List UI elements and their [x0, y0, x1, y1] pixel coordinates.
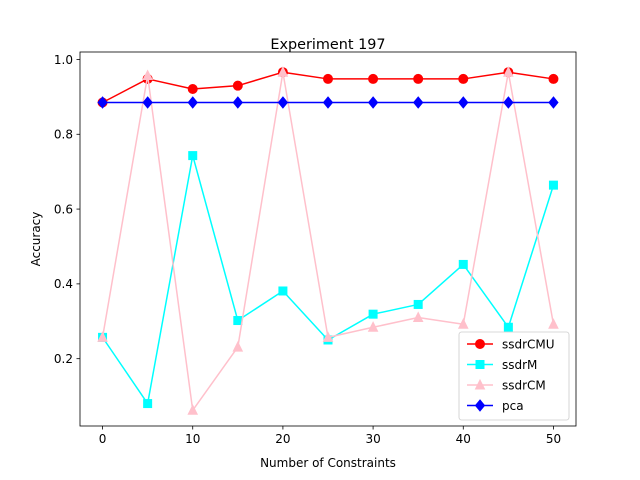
data-point-ssdrCM: [97, 331, 108, 342]
legend-item-ssdrM: ssdrM: [467, 358, 537, 372]
data-point-pca: [503, 96, 514, 109]
series-ssdrCM: [97, 66, 559, 415]
data-point-ssdrM: [548, 180, 558, 190]
data-point-ssdrCMU: [548, 73, 559, 84]
chart-title: Experiment 197: [270, 37, 385, 53]
x-tick-label: 50: [546, 432, 561, 446]
legend: ssdrCMU ssdrM ssdrCM pca: [458, 331, 570, 421]
y-axis-label: Accuracy: [29, 212, 43, 267]
y-tick-label: 0.8: [54, 128, 73, 142]
legend-marker: [475, 339, 485, 349]
data-point-ssdrCM: [142, 69, 153, 81]
data-point-pca: [367, 96, 379, 109]
data-point-ssdrCMU: [323, 73, 333, 84]
data-point-ssdrCMU: [368, 73, 379, 84]
data-point-ssdrCM: [232, 340, 244, 352]
data-point-ssdrM: [233, 316, 243, 326]
axes-frame: [79, 51, 577, 427]
x-tick-label: 0: [99, 432, 107, 446]
y-tick-label: 0.6: [54, 202, 73, 216]
legend-marker: [474, 378, 486, 390]
data-point-ssdrCMU: [232, 80, 243, 91]
data-point-pca: [322, 96, 334, 109]
x-tick-label: 10: [185, 432, 200, 446]
legend-item-pca: pca: [467, 399, 524, 413]
data-point-ssdrM: [368, 309, 378, 319]
data-point-ssdrCM: [503, 66, 514, 77]
legend-label: ssdrM: [502, 358, 537, 372]
data-point-ssdrCM: [367, 321, 379, 332]
data-point-ssdrCM: [412, 311, 424, 323]
legend-item-ssdrCMU: ssdrCMU: [467, 337, 555, 351]
data-point-ssdrM: [503, 322, 513, 332]
y-tick-label: 1.0: [54, 53, 73, 67]
legend-label: ssdrCM: [502, 378, 546, 392]
data-point-ssdrM: [458, 259, 468, 269]
data-point-ssdrM: [188, 151, 198, 161]
legend-label: pca: [502, 399, 524, 413]
x-tick-label: 20: [275, 432, 290, 446]
series-pca: [97, 96, 559, 109]
data-point-ssdrM: [278, 286, 288, 296]
data-point-pca: [97, 96, 108, 109]
data-point-ssdrCM: [277, 66, 289, 77]
data-point-pca: [142, 96, 153, 109]
legend-box: [458, 331, 570, 421]
legend-label: ssdrCMU: [502, 337, 555, 351]
data-point-pca: [548, 96, 559, 109]
legend-item-ssdrCM: ssdrCM: [467, 378, 546, 392]
x-tick-label: 40: [456, 432, 471, 446]
series-layer: [97, 66, 559, 415]
x-tick-label: 30: [365, 432, 380, 446]
data-point-ssdrCM: [457, 318, 469, 329]
data-point-pca: [413, 96, 424, 109]
data-point-pca: [277, 96, 289, 109]
y-tick-label: 0.4: [54, 277, 73, 291]
data-point-ssdrCM: [187, 404, 199, 415]
data-point-ssdrCMU: [458, 73, 469, 84]
legend-marker: [475, 360, 485, 369]
data-point-ssdrM: [143, 399, 153, 409]
data-point-ssdrCM: [548, 318, 559, 329]
legend-marker: [474, 399, 486, 412]
data-point-ssdrCMU: [187, 84, 198, 95]
y-tick-label: 0.2: [54, 352, 73, 366]
x-axis-label: Number of Constraints: [260, 456, 396, 470]
axes-layer: 0 10 20 30 40 50 0.2 0.4 0.6 0.8 1.0: [54, 51, 577, 446]
data-point-pca: [458, 96, 469, 109]
data-point-ssdrM: [413, 299, 423, 309]
data-point-pca: [232, 96, 243, 109]
data-point-ssdrCM: [322, 331, 334, 342]
data-point-ssdrCMU: [413, 73, 424, 84]
data-point-pca: [187, 96, 198, 109]
